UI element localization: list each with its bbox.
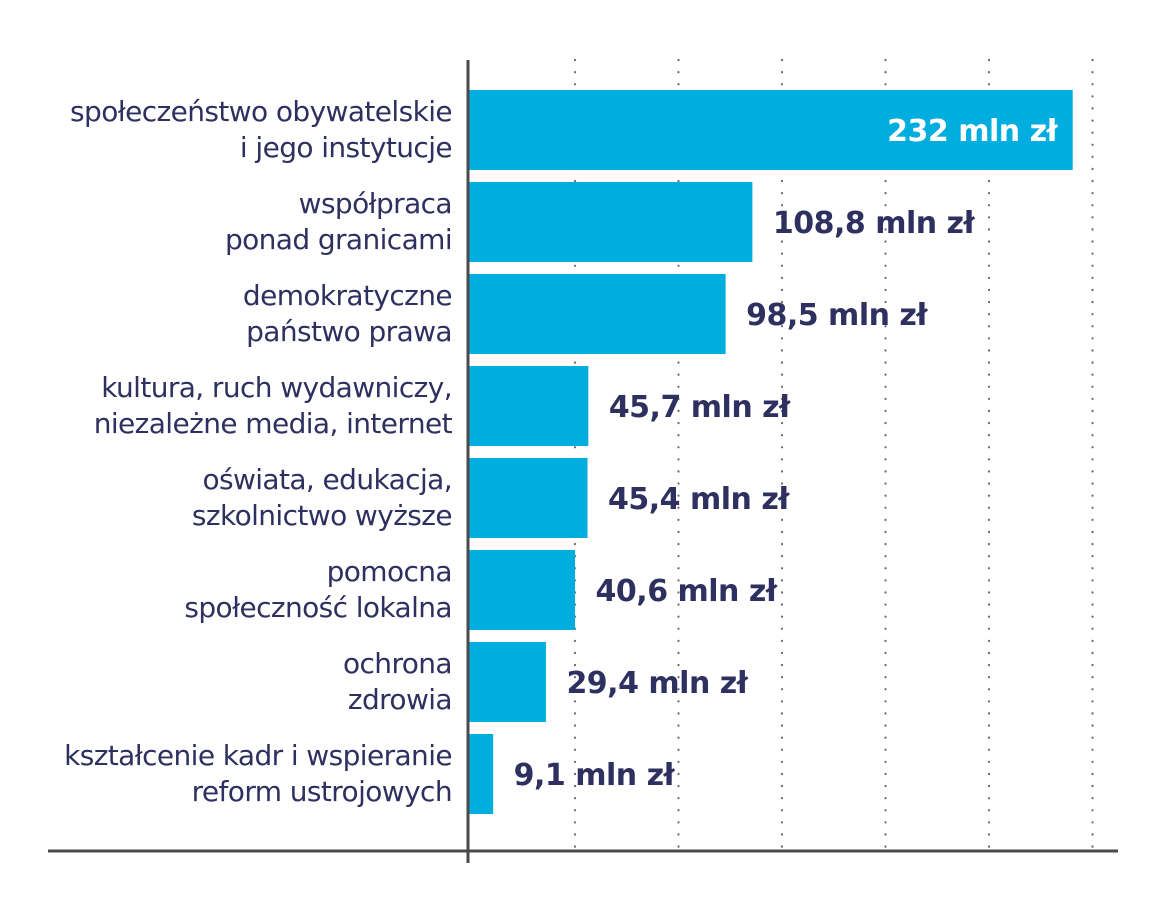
category-label-6: ochrona zdrowia <box>20 646 453 718</box>
value-label-4: 45,4 mln zł <box>608 482 790 517</box>
value-label-5: 40,6 mln zł <box>596 574 778 609</box>
category-label-7: kształcenie kadr i wspieranie reform ustr… <box>20 738 453 810</box>
category-label-0: społeczeństwo obywatelskie i jego instytu… <box>20 94 453 166</box>
bar-7 <box>469 734 494 814</box>
category-label-line: i jego instytucje <box>239 131 453 164</box>
value-label-3: 45,7 mln zł <box>609 390 791 425</box>
grid-lines <box>573 58 1094 853</box>
category-label-line: szkolnictwo wyższe <box>191 499 453 532</box>
bar-0 <box>469 90 1073 170</box>
category-label-line: pomocna <box>326 555 453 588</box>
bars <box>469 90 1073 814</box>
value-label-0: 232 mln zł <box>887 114 1058 149</box>
category-label-5: pomocna społeczność lokalna <box>20 554 452 626</box>
category-label-line: oświata, edukacja, <box>202 463 452 496</box>
category-label-line: współpraca <box>298 187 453 220</box>
bar-6 <box>469 642 546 722</box>
value-label-6: 29,4 mln zł <box>566 666 748 701</box>
bar-3 <box>469 366 589 446</box>
category-label-line: społeczność lokalna <box>184 591 452 624</box>
category-label-line: reform ustrojowych <box>191 775 453 808</box>
category-label-line: niezależne media, internet <box>93 407 453 440</box>
value-labels: 232 mln zł 108,8 mln zł 98,5 mln zł 45,7 ml… <box>514 114 1059 793</box>
bar-5 <box>469 550 576 630</box>
axes <box>48 60 1118 863</box>
value-label-2: 98,5 mln zł <box>746 298 928 333</box>
category-label-line: kultura, ruch wydawniczy, <box>101 371 452 404</box>
category-label-line: demokratyczne <box>242 279 453 312</box>
category-label-line: społeczeństwo obywatelskie <box>70 95 453 128</box>
bar-4 <box>469 458 588 538</box>
category-label-4: oświata, edukacja, szkolnictwo wyższe <box>20 462 453 534</box>
category-label-line: ponad granicami <box>224 223 453 256</box>
category-label-1: współpraca ponad granicami <box>20 186 453 258</box>
bar-2 <box>469 274 726 354</box>
category-label-line: kształcenie kadr i wspieranie <box>64 739 453 772</box>
category-label-line: państwo prawa <box>246 315 452 348</box>
category-label-2: demokratyczne państwo prawa <box>20 278 453 350</box>
value-label-7: 9,1 mln zł <box>514 758 676 793</box>
category-label-3: kultura, ruch wydawniczy, niezależne medi… <box>20 370 453 442</box>
value-label-1: 108,8 mln zł <box>773 206 976 241</box>
bar-1 <box>469 182 753 262</box>
category-label-line: ochrona <box>342 647 453 680</box>
category-label-line: zdrowia <box>347 683 453 716</box>
